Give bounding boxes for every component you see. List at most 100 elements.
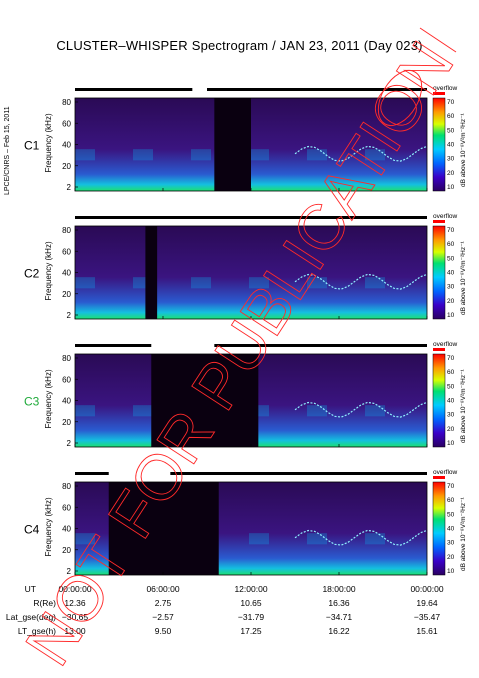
- colorbar-tick-label: 50: [447, 383, 455, 390]
- emission-band: [307, 149, 327, 161]
- colorbar-tick-label: 20: [447, 554, 455, 561]
- colorbar-label: dB above 10⁻⁸V²m⁻²Hz⁻¹: [460, 240, 467, 315]
- data-gap: [145, 226, 158, 319]
- colorbar-overflow-label: overflow: [433, 469, 458, 476]
- y-tick-label: 80: [62, 354, 71, 363]
- ephemeris-value: 12.36: [64, 598, 86, 608]
- y-tick-label: 20: [62, 418, 71, 427]
- y-tick-label: 60: [62, 119, 71, 128]
- ephemeris-value: 19.64: [416, 598, 438, 608]
- colorbar-label: dB above 10⁻⁸V²m⁻²Hz⁻¹: [460, 496, 467, 571]
- colorbar-tick-label: 20: [447, 298, 455, 305]
- coverage-bar: [214, 344, 427, 347]
- colorbar-tick-label: 30: [447, 540, 455, 547]
- coverage-bar: [170, 472, 428, 475]
- y-tick-label: 2: [67, 439, 72, 448]
- colorbar-tick-label: 10: [447, 184, 455, 191]
- colorbar-tick-label: 30: [447, 284, 455, 291]
- colorbar-tick-label: 10: [447, 440, 455, 447]
- emission-band: [249, 149, 269, 161]
- ephemeris-value: 2.75: [155, 598, 172, 608]
- colorbar-tick-label: 10: [447, 568, 455, 575]
- ephemeris-value: −31.79: [238, 612, 265, 622]
- colorbar-tick-label: 60: [447, 369, 455, 376]
- y-axis-label: Frequency (kHz): [44, 241, 53, 300]
- colorbar-overflow: [433, 476, 445, 479]
- y-tick-label: 80: [62, 226, 71, 235]
- data-gap: [151, 354, 259, 447]
- emission-band: [133, 149, 153, 161]
- watermark-stroke: [377, 70, 423, 126]
- colorbar-overflow: [433, 92, 445, 95]
- coverage-bar: [75, 88, 193, 91]
- emission-band: [249, 277, 269, 289]
- emission-band: [133, 405, 153, 417]
- spacecraft-label: C4: [24, 523, 40, 537]
- colorbar-tick-label: 50: [447, 127, 455, 134]
- emission-band: [365, 149, 385, 161]
- emission-band: [75, 405, 95, 417]
- emission-band: [249, 533, 269, 545]
- emission-band: [307, 277, 327, 289]
- emission-band: [365, 533, 385, 545]
- y-tick-label: 40: [62, 141, 71, 150]
- ephemeris-value: −30.65: [62, 612, 89, 622]
- ephemeris-value: 00:00:00: [58, 584, 91, 594]
- plasma-line-trace: [294, 529, 428, 546]
- ephemeris-row-label: LT_gse(h): [18, 626, 56, 636]
- y-tick-label: 2: [67, 311, 72, 320]
- data-gap: [108, 482, 219, 575]
- y-tick-label: 40: [62, 525, 71, 534]
- colorbar-label: dB above 10⁻⁸V²m⁻²Hz⁻¹: [460, 368, 467, 443]
- colorbar-overflow-label: overflow: [433, 341, 458, 348]
- colorbar-tick-label: 70: [447, 355, 455, 362]
- panel-c1: C1 Frequency (kHz) 80 60 40 20 2 overflow 70 60 50…: [24, 85, 467, 192]
- ephemeris-value: 10.65: [240, 598, 262, 608]
- coverage-bar: [75, 344, 152, 347]
- y-tick-label: 40: [62, 397, 71, 406]
- ephemeris-value: 18:00:00: [322, 584, 355, 594]
- colorbar-overflow-label: overflow: [433, 213, 458, 220]
- spacecraft-label: C3: [24, 395, 40, 409]
- emission-band: [75, 149, 95, 161]
- colorbar-tick-label: 40: [447, 526, 455, 533]
- colorbar-tick-label: 50: [447, 511, 455, 518]
- y-tick-label: 60: [62, 375, 71, 384]
- colorbar-tick-label: 70: [447, 99, 455, 106]
- y-tick-label: 60: [62, 503, 71, 512]
- colorbar-tick-label: 60: [447, 113, 455, 120]
- ephemeris-row-label: Lat_gse(deg): [6, 612, 56, 622]
- ephemeris-value: 16.22: [328, 626, 350, 636]
- colorbar-tick-label: 70: [447, 483, 455, 490]
- colorbar-tick-label: 40: [447, 270, 455, 277]
- y-tick-label: 80: [62, 98, 71, 107]
- colorbar-tick-label: 60: [447, 241, 455, 248]
- ephemeris-value: 12:00:00: [234, 584, 267, 594]
- colorbar-tick-label: 30: [447, 156, 455, 163]
- colorbar: [432, 225, 446, 320]
- colorbar-tick-label: 70: [447, 227, 455, 234]
- colorbar-tick-label: 60: [447, 497, 455, 504]
- colorbar-tick-label: 30: [447, 412, 455, 419]
- y-tick-label: 20: [62, 546, 71, 555]
- plasma-line-trace: [294, 401, 428, 418]
- emission-band: [191, 149, 211, 161]
- plasma-line-trace: [294, 145, 428, 162]
- coverage-bar: [75, 216, 427, 219]
- coverage-bar: [207, 88, 427, 91]
- ephemeris-value: 9.50: [155, 626, 172, 636]
- colorbar-label: dB above 10⁻⁸V²m⁻²Hz⁻¹: [460, 112, 467, 187]
- colorbar-tick-label: 20: [447, 426, 455, 433]
- coverage-bar: [75, 472, 109, 475]
- y-tick-label: 2: [67, 567, 72, 576]
- ephemeris-value: 00:00:00: [410, 584, 443, 594]
- ephemeris-value: 15.61: [416, 626, 438, 636]
- ephemeris-value: −34.71: [326, 612, 353, 622]
- colorbar: [432, 353, 446, 448]
- y-tick-label: 2: [67, 183, 72, 192]
- spacecraft-label: C1: [24, 139, 40, 153]
- watermark-stroke: [419, 27, 457, 53]
- ephemeris-value: 06:00:00: [146, 584, 179, 594]
- emission-band: [191, 277, 211, 289]
